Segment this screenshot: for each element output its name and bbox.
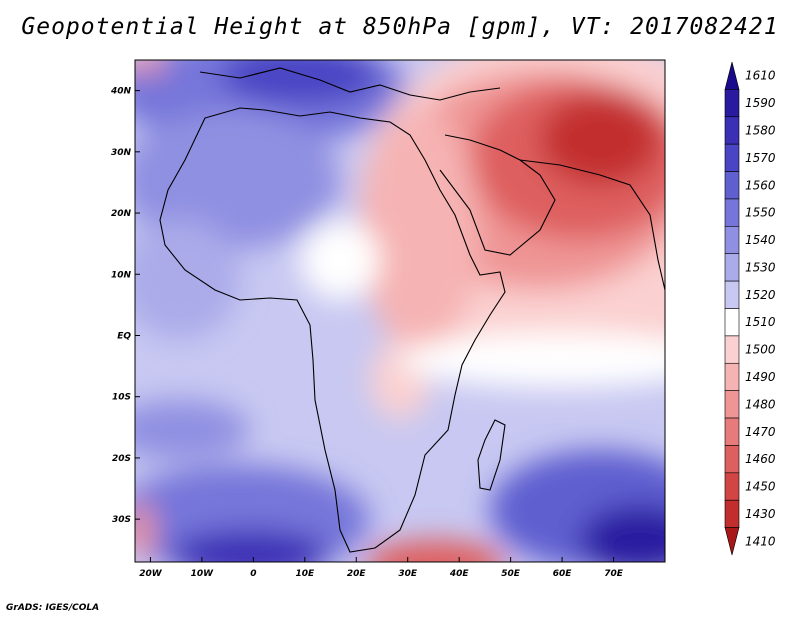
colorbar-label: 1610 (745, 69, 776, 83)
lat-tick-label: 40N (110, 87, 132, 97)
colorbar-label: 1510 (745, 315, 776, 329)
colorbar-cell (724, 171, 740, 200)
coastlines (159, 67, 665, 553)
high-north-core (220, 60, 380, 105)
low-east-africa (360, 110, 480, 350)
colorbar-label: 1560 (745, 178, 776, 192)
lon-tick-label: 50E (501, 569, 521, 579)
colorbar-cell (724, 335, 740, 364)
lon-tick-label: 40E (449, 569, 470, 579)
transition-central-africa (300, 220, 380, 300)
colorbar-cell (724, 143, 740, 172)
high-west-africa (135, 220, 240, 340)
iran-india-coastline (519, 159, 665, 291)
high-sahara (135, 110, 340, 250)
height-field (135, 60, 665, 562)
colorbar-cell (724, 445, 740, 474)
longitude-ticks: 20W 10W 0 10E 20E 30E 40E 50E 60E 70E (139, 557, 624, 579)
lat-tick-label: 20N (111, 209, 132, 219)
colorbar-cell (724, 417, 740, 446)
mediterranean-north-coast (199, 67, 501, 101)
lat-tick-label: 30S (112, 515, 131, 525)
colorbar-label: 1580 (745, 123, 776, 137)
colorbar-cell (724, 226, 740, 255)
colorbar-cell (724, 390, 740, 419)
colorbar-label: 1490 (745, 370, 776, 384)
credit-label: GrADS: IGES/COLA (6, 603, 100, 613)
high-south-atlantic-core (170, 530, 330, 562)
lon-tick-label: 60E (553, 569, 573, 579)
lat-tick-label: 30N (111, 148, 132, 158)
lat-tick-label: 10N (111, 270, 132, 280)
madagascar-coastline (477, 419, 506, 491)
colorbar-top-arrow (724, 61, 740, 90)
high-southeast-atlantic (135, 400, 250, 460)
colorbar-label: 1540 (745, 233, 776, 247)
colorbar-label: 1410 (745, 534, 776, 548)
lon-tick-label: 70E (604, 569, 624, 579)
lat-tick-label: 10S (112, 393, 131, 403)
low-core (540, 95, 660, 185)
colorbar-cell (724, 280, 740, 309)
colorbar-label: 1570 (745, 151, 776, 165)
lat-tick-label: 20S (112, 454, 131, 464)
colorbar-label: 1530 (745, 260, 776, 274)
colorbar-cell (724, 89, 740, 118)
high-indian-ocean-core (580, 505, 665, 562)
low-south-coast (365, 540, 505, 562)
colorbar-label: 1460 (745, 452, 776, 466)
lon-tick-label: 30E (398, 569, 418, 579)
colorbar-label: 1480 (745, 397, 776, 411)
lon-tick-label: 20W (139, 569, 163, 579)
low-southwest-corner (135, 502, 154, 558)
plot-frame (134, 59, 666, 563)
map-title: Geopotential Height at 850hPa [gpm], VT:… (21, 14, 779, 40)
colorbar-cell (724, 499, 740, 528)
colorbar-cell (724, 472, 740, 501)
colorbar-cell (724, 116, 740, 145)
colorbar-label: 1520 (745, 288, 776, 302)
lon-tick-label: 20E (347, 569, 367, 579)
arabia-coastline (439, 134, 556, 256)
lat-tick-label: EQ (117, 331, 131, 341)
colorbar-label: 1470 (745, 425, 776, 439)
latitude-ticks: 40N 30N 20N 10N EQ 10S 20S 30S (110, 87, 140, 525)
lon-tick-label: 10E (295, 569, 315, 579)
colorbar-cell (724, 308, 740, 337)
colorbar-cell (724, 253, 740, 282)
colorbar-label: 1590 (745, 96, 776, 110)
colorbar-cell (724, 362, 740, 391)
colorbar-cell (724, 198, 740, 227)
africa-coastline (159, 107, 506, 553)
colorbar-label: 1500 (745, 343, 776, 357)
lon-tick-label: 10W (191, 569, 215, 579)
colorbar-label: 1550 (745, 206, 776, 220)
lon-tick-label: 0 (250, 569, 256, 579)
colorbar-label: 1430 (745, 507, 776, 521)
transition-band (400, 332, 665, 388)
colorbar: 1610 1590 1580 1570 1560 1550 1540 1530 1520 1510… (724, 61, 776, 556)
colorbar-bottom-arrow (724, 527, 740, 556)
colorbar-label: 1450 (745, 480, 776, 494)
low-northwest-corner (135, 60, 167, 72)
